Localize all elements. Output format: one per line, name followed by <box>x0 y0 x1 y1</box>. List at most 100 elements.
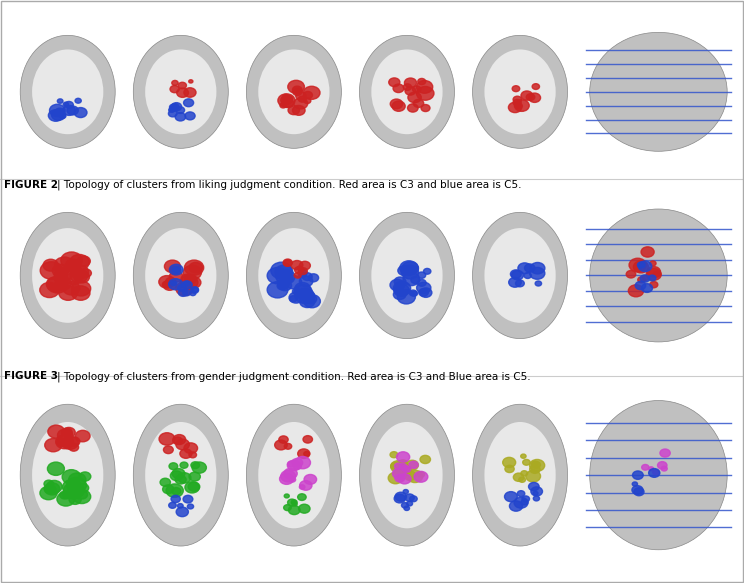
Circle shape <box>52 264 68 277</box>
Circle shape <box>643 276 649 280</box>
Circle shape <box>417 282 431 293</box>
Circle shape <box>184 99 193 107</box>
Ellipse shape <box>246 212 341 339</box>
Ellipse shape <box>246 36 341 148</box>
Circle shape <box>652 470 659 475</box>
Circle shape <box>411 276 420 283</box>
Circle shape <box>395 466 411 478</box>
Circle shape <box>283 259 292 266</box>
Circle shape <box>641 284 652 293</box>
Circle shape <box>394 469 400 475</box>
Circle shape <box>179 289 187 296</box>
Circle shape <box>409 290 417 296</box>
Circle shape <box>535 281 542 286</box>
Circle shape <box>288 80 304 93</box>
Circle shape <box>521 454 526 458</box>
Circle shape <box>414 99 424 107</box>
Circle shape <box>66 272 82 285</box>
Circle shape <box>532 84 539 89</box>
Circle shape <box>75 430 90 442</box>
Circle shape <box>60 491 70 499</box>
Circle shape <box>638 261 652 272</box>
Ellipse shape <box>472 404 568 546</box>
Circle shape <box>405 494 414 501</box>
Circle shape <box>417 80 433 93</box>
Circle shape <box>44 480 54 487</box>
Ellipse shape <box>32 228 103 323</box>
Circle shape <box>516 280 525 287</box>
Circle shape <box>62 470 80 484</box>
Circle shape <box>68 473 86 487</box>
Circle shape <box>171 496 180 503</box>
Circle shape <box>419 289 429 296</box>
Circle shape <box>48 462 65 475</box>
Circle shape <box>299 261 310 270</box>
Circle shape <box>81 269 92 278</box>
Circle shape <box>48 110 63 121</box>
Circle shape <box>47 480 62 493</box>
Circle shape <box>173 437 182 444</box>
Ellipse shape <box>20 36 115 148</box>
Circle shape <box>283 505 291 511</box>
Circle shape <box>170 271 183 282</box>
Circle shape <box>168 110 177 117</box>
Circle shape <box>171 104 179 110</box>
Circle shape <box>183 265 202 280</box>
Circle shape <box>280 96 292 104</box>
Ellipse shape <box>590 401 727 550</box>
Circle shape <box>521 500 528 505</box>
Circle shape <box>57 99 63 103</box>
Circle shape <box>176 88 188 97</box>
Circle shape <box>394 290 406 300</box>
Circle shape <box>288 106 299 115</box>
Circle shape <box>650 261 656 266</box>
Circle shape <box>57 429 72 441</box>
Circle shape <box>184 443 198 454</box>
Circle shape <box>391 99 403 109</box>
Circle shape <box>521 470 527 476</box>
Circle shape <box>40 486 57 500</box>
Circle shape <box>292 86 302 94</box>
Circle shape <box>533 491 538 495</box>
Circle shape <box>74 271 89 283</box>
Circle shape <box>67 106 78 115</box>
Circle shape <box>298 269 307 276</box>
Circle shape <box>303 92 312 99</box>
Circle shape <box>70 254 89 270</box>
Circle shape <box>530 459 545 471</box>
Circle shape <box>169 108 175 113</box>
Circle shape <box>521 91 533 100</box>
Circle shape <box>280 470 295 482</box>
Circle shape <box>398 474 411 484</box>
Circle shape <box>176 107 185 114</box>
Circle shape <box>71 281 91 296</box>
Circle shape <box>68 487 80 497</box>
Circle shape <box>391 461 406 473</box>
Circle shape <box>523 459 530 465</box>
Circle shape <box>189 80 193 83</box>
Circle shape <box>291 261 303 270</box>
Circle shape <box>62 479 82 495</box>
Circle shape <box>158 276 175 288</box>
Circle shape <box>70 269 88 283</box>
Circle shape <box>169 463 178 470</box>
Circle shape <box>393 84 404 93</box>
Circle shape <box>192 462 206 473</box>
Circle shape <box>394 284 409 296</box>
Circle shape <box>417 279 426 286</box>
Circle shape <box>510 270 521 278</box>
Circle shape <box>275 265 293 279</box>
Circle shape <box>284 444 292 449</box>
Circle shape <box>271 262 292 279</box>
Ellipse shape <box>484 50 556 134</box>
Circle shape <box>532 461 540 468</box>
Circle shape <box>530 465 540 473</box>
Circle shape <box>170 281 177 286</box>
Ellipse shape <box>258 228 330 323</box>
Circle shape <box>184 88 196 97</box>
Circle shape <box>180 276 198 289</box>
Circle shape <box>300 480 312 490</box>
Circle shape <box>289 477 295 482</box>
Circle shape <box>164 260 181 273</box>
Circle shape <box>63 482 84 498</box>
